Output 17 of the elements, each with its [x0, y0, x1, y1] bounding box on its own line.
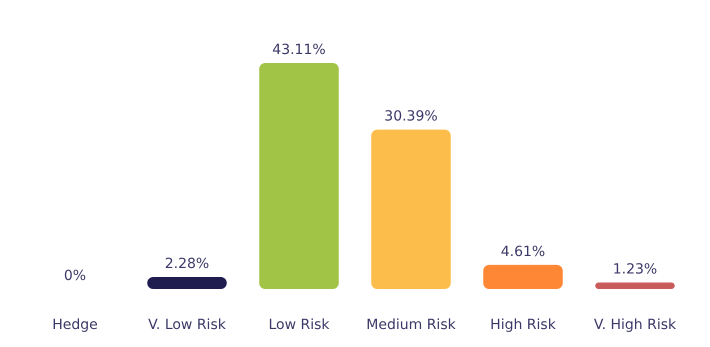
x-tick-label: Hedge [52, 317, 98, 333]
data-label: 0% [64, 268, 86, 284]
bar [371, 130, 451, 289]
bar [595, 282, 675, 289]
x-tick-label: High Risk [490, 317, 557, 333]
bar [259, 63, 339, 289]
x-tick-label: Low Risk [268, 317, 330, 333]
data-label: 1.23% [612, 262, 658, 278]
x-tick-label: Medium Risk [366, 317, 457, 333]
data-label: 43.11% [272, 42, 326, 58]
x-tick-label: V. Low Risk [148, 317, 227, 333]
bar [147, 277, 227, 289]
data-label: 2.28% [164, 256, 210, 272]
data-label: 4.61% [500, 244, 546, 260]
bar [483, 264, 563, 289]
data-label: 30.39% [384, 108, 438, 125]
x-tick-label: V. High Risk [594, 317, 678, 333]
